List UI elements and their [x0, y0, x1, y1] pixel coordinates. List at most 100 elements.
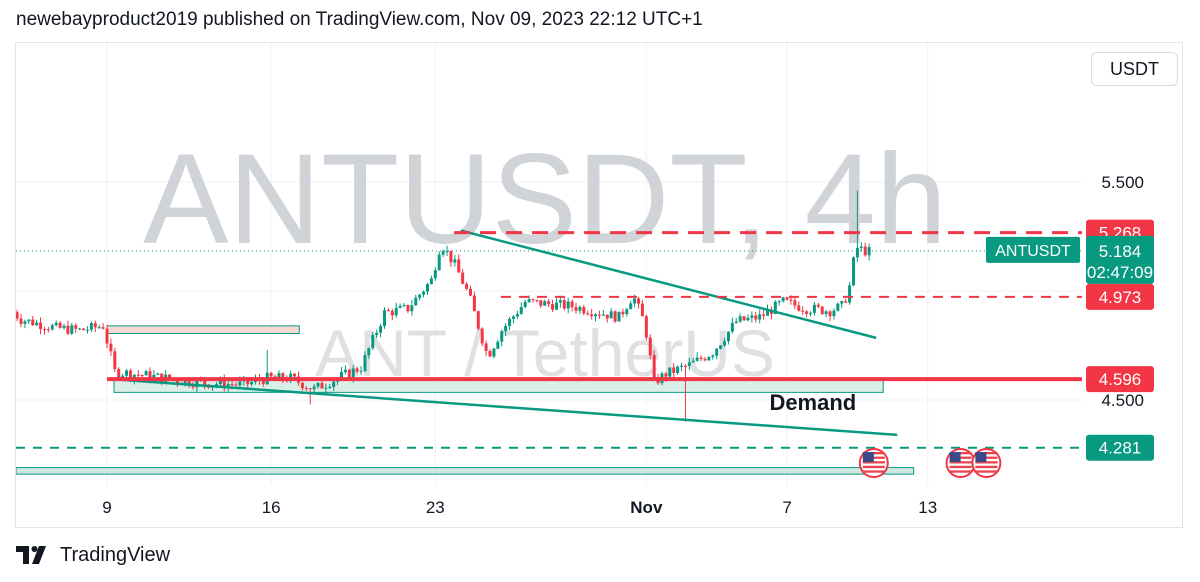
candle-body [340, 372, 343, 379]
candle-body [699, 357, 703, 359]
candle-body [801, 310, 805, 312]
candle-body [820, 306, 824, 314]
candle-body [461, 272, 465, 284]
candle-body [441, 251, 445, 255]
candle-body [422, 291, 426, 295]
tradingview-logo-icon [16, 546, 46, 564]
candle-body [527, 299, 531, 302]
candle-body [414, 297, 418, 306]
candle [58, 320, 62, 329]
candle [687, 357, 691, 370]
candle-body [449, 250, 453, 263]
candle-body [156, 373, 160, 375]
candle-body [824, 311, 828, 314]
candle-body [308, 388, 312, 390]
candle [738, 313, 742, 323]
candle-body [812, 304, 816, 313]
candle [574, 302, 578, 314]
candle [578, 305, 582, 315]
us-flag-icon [858, 448, 889, 478]
candle [394, 302, 398, 318]
candle [840, 300, 844, 309]
candle [347, 368, 351, 378]
candle-body [793, 300, 797, 306]
candle-body [101, 327, 105, 329]
currency-button[interactable]: USDT [1091, 52, 1178, 86]
candle [531, 298, 535, 303]
candle-body [234, 384, 238, 386]
candle [648, 334, 652, 360]
candle [23, 319, 27, 329]
candle-body [140, 375, 144, 377]
candle-body [74, 325, 78, 329]
candle [570, 299, 574, 312]
candle [832, 308, 836, 320]
price-tag-label: 4.973 [1099, 288, 1142, 307]
candle [468, 285, 472, 297]
candle [367, 347, 371, 359]
candle-body [766, 309, 770, 316]
candle [726, 331, 730, 345]
candle-body [23, 321, 27, 324]
candle-body [31, 319, 35, 326]
candle [586, 310, 590, 316]
candle-body [218, 379, 222, 385]
candle [535, 299, 539, 303]
candle [609, 307, 613, 319]
candle [382, 307, 386, 329]
watermark: ANTUSDT, 4h ANT / TetherUS [143, 128, 947, 390]
candle [105, 324, 109, 349]
candle [363, 351, 367, 373]
candle-body [652, 355, 656, 378]
candle-body [597, 314, 601, 316]
candle-body [539, 300, 543, 306]
candle-body [613, 311, 617, 322]
candle-body [867, 247, 871, 256]
candle-body [629, 303, 633, 310]
candle [820, 306, 824, 315]
candle [304, 385, 308, 391]
candle [16, 309, 19, 322]
candle [500, 329, 504, 347]
x-tick-label: 9 [102, 498, 111, 517]
candle [343, 365, 347, 375]
flag-stripe [975, 465, 998, 469]
candle [777, 299, 781, 306]
candle-body [773, 301, 777, 314]
candle-body [601, 314, 605, 316]
candle-body [82, 328, 86, 331]
candle-body [840, 301, 844, 304]
candle-body [523, 301, 527, 308]
flag-stripe [975, 461, 998, 464]
x-tick-label: 23 [426, 498, 445, 517]
candle-body [277, 373, 281, 378]
candle-body [504, 325, 508, 332]
candle [39, 317, 43, 335]
candle-body [531, 299, 535, 301]
flag-stripe [949, 470, 972, 473]
candle-body [637, 298, 641, 304]
symbol-tag-label: ANTUSDT [995, 243, 1071, 260]
candle [386, 308, 390, 312]
flag-stripe [949, 465, 972, 469]
candle [680, 362, 684, 372]
candle-body [371, 335, 375, 349]
candle-body [695, 357, 699, 361]
candle [46, 327, 50, 333]
candle-body [863, 246, 867, 256]
candle-body [554, 302, 558, 310]
candle-body [644, 316, 648, 338]
y-tick-label: 4.500 [1101, 391, 1144, 410]
candle-body [535, 300, 539, 302]
candle-body [703, 358, 707, 361]
candle [332, 380, 336, 391]
candle-body [844, 301, 848, 303]
candle-body [640, 303, 644, 317]
price-tag-label: 4.596 [1099, 370, 1142, 389]
candle-body [128, 370, 132, 379]
candle [793, 297, 797, 310]
candle [504, 323, 508, 337]
symbol-tag [986, 236, 1080, 263]
candle [805, 310, 809, 318]
candle [371, 331, 375, 351]
